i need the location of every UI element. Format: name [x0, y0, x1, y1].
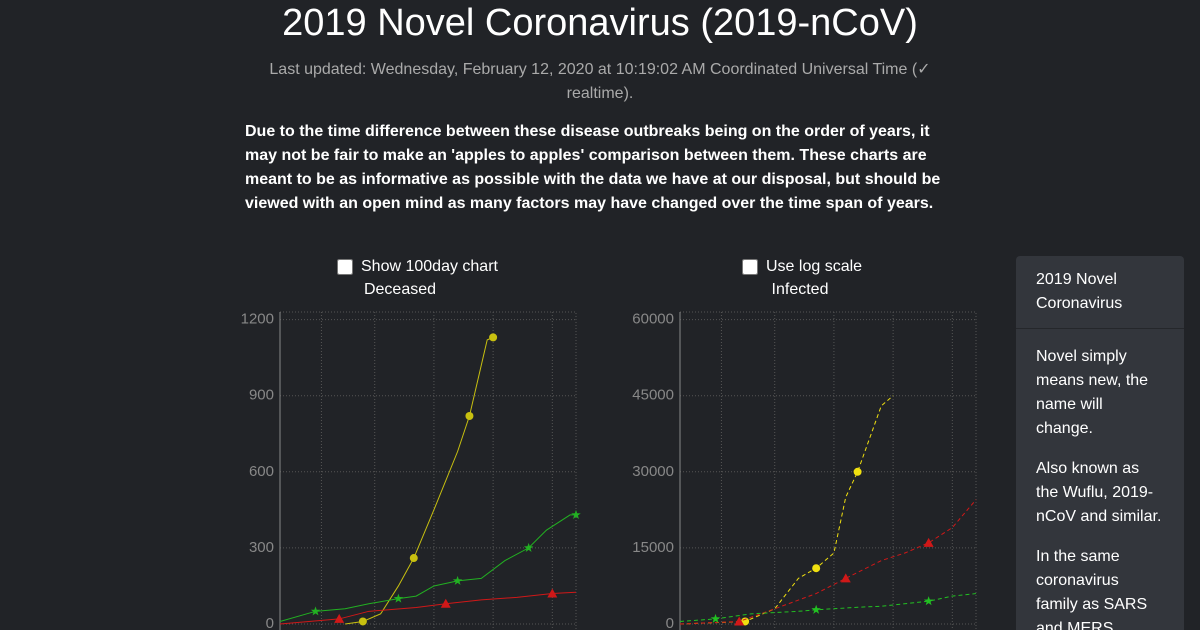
series-line [345, 336, 494, 625]
chart-title: Infected [771, 281, 829, 298]
y-tick-label: 45000 [632, 387, 674, 404]
subtitle: Last updated: Wednesday, February 12, 20… [269, 61, 931, 102]
marker [452, 575, 463, 585]
marker [811, 604, 821, 614]
marker [571, 509, 581, 519]
y-tick-label: 1200 [241, 311, 274, 328]
marker [358, 617, 367, 626]
series-line [279, 591, 577, 625]
page-title: 2019 Novel Coronavirus (2019-nCoV) [282, 2, 918, 44]
marker [840, 573, 851, 583]
y-tick-label: 60000 [632, 311, 674, 328]
plot-frame [679, 311, 977, 630]
marker [440, 598, 451, 608]
chart-title: Deceased [363, 281, 437, 298]
sidebar-paragraph: In the same coronavirus family as SARS a… [1036, 548, 1148, 630]
sidebar-paragraph: Also known as the Wuflu, 2019-nCoV and s… [1036, 460, 1162, 525]
marker [812, 564, 821, 573]
marker [393, 593, 404, 603]
series-line [679, 499, 977, 625]
marker [409, 554, 418, 563]
plot-frame [279, 311, 577, 630]
marker [489, 333, 498, 342]
checkbox-label: Show 100day chart [361, 258, 498, 275]
y-tick-label: 900 [249, 387, 274, 404]
marker [741, 617, 750, 626]
series-line [679, 395, 894, 625]
marker [853, 467, 862, 476]
y-tick-label: 30000 [632, 463, 674, 480]
checkbox[interactable] [337, 259, 353, 275]
marker [923, 596, 934, 606]
marker [734, 616, 745, 626]
disclaimer: Due to the time difference between these… [245, 123, 941, 212]
marker [465, 412, 474, 420]
sidebar-body: Novel simply means new, the name will ch… [1016, 345, 1184, 630]
marker [523, 542, 534, 552]
marker [710, 613, 721, 623]
series-line [279, 514, 576, 622]
series-line [679, 593, 977, 622]
y-tick-label: 0 [266, 615, 274, 630]
y-tick-label: 15000 [632, 539, 674, 556]
marker [334, 613, 345, 623]
y-tick-label: 300 [249, 539, 274, 556]
marker [310, 606, 321, 616]
checkbox-label: Use log scale [766, 258, 863, 275]
sidebar-paragraph: Novel simply means new, the name will ch… [1036, 348, 1149, 437]
sidebar-card: 2019 Novel Coronavirus Novel simply mean… [1016, 256, 1184, 630]
y-tick-label: 600 [249, 463, 274, 480]
checkbox-control[interactable]: Show 100day chart [337, 258, 498, 276]
marker [923, 537, 934, 547]
marker [547, 588, 558, 598]
checkbox[interactable] [742, 259, 758, 275]
y-tick-label: 0 [666, 615, 674, 630]
sidebar-heading: 2019 Novel Coronavirus [1016, 256, 1184, 329]
checkbox-control[interactable]: Use log scale [742, 258, 862, 276]
